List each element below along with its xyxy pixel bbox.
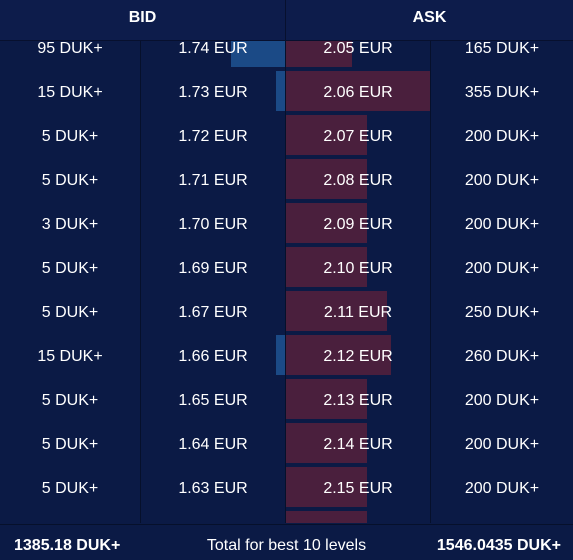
ask-quantity: 200 DUK+	[464, 480, 540, 497]
bid-price: 1.70 EUR	[178, 216, 248, 233]
order-level-row[interactable]: 5 DUK+ 1.64 EUR 2.14 EUR 200 DUK+	[0, 423, 573, 467]
bid-quantity: 5 DUK+	[41, 172, 99, 189]
ask-price	[286, 511, 430, 523]
ask-price: 2.13 EUR	[323, 392, 393, 409]
bid-quantity: 95 DUK+	[37, 41, 103, 57]
order-book-levels[interactable]: 95 DUK+ 1.74 EUR 2.05 EUR 165 DUK+ 15 DUK+ 1.…	[0, 41, 573, 523]
ask-price: 2.05 EUR	[323, 41, 393, 57]
bid-quantity: 5 DUK+	[41, 392, 99, 409]
bid-price: 1.74 EUR	[178, 41, 248, 57]
bid-price: 1.66 EUR	[178, 348, 248, 365]
order-level-row[interactable]: 3 DUK+ 1.70 EUR 2.09 EUR 200 DUK+	[0, 203, 573, 247]
ask-quantity: 200 DUK+	[464, 128, 540, 145]
order-level-row[interactable]: 5 DUK+ 1.69 EUR 2.10 EUR 200 DUK+	[0, 247, 573, 291]
ask-quantity: 200 DUK+	[464, 392, 540, 409]
bid-quantity: 15 DUK+	[37, 348, 103, 365]
bid-price: 1.67 EUR	[178, 304, 248, 321]
order-level-row[interactable]: 5 DUK+ 1.67 EUR 2.11 EUR 250 DUK+	[0, 291, 573, 335]
ask-price: 2.15 EUR	[323, 480, 393, 497]
ask-header: ASK	[412, 9, 447, 26]
ask-quantity: 165 DUK+	[464, 41, 540, 57]
ask-depth-bar	[286, 379, 367, 419]
ask-quantity: 355 DUK+	[464, 84, 540, 101]
column-divider	[140, 41, 141, 523]
column-divider	[285, 41, 286, 523]
totals-label: Total for best 10 levels	[206, 537, 367, 554]
ask-depth-bar	[286, 71, 430, 111]
ask-quantity: 200 DUK+	[464, 436, 540, 453]
order-level-row[interactable]: 5 DUK+ 1.71 EUR 2.08 EUR 200 DUK+	[0, 159, 573, 203]
bid-quantity: 5 DUK+	[41, 260, 99, 277]
order-level-row[interactable]: 5 DUK+ 1.63 EUR 2.15 EUR 200 DUK+	[0, 467, 573, 511]
bid-price: 1.63 EUR	[178, 480, 248, 497]
bid-quantity: 3 DUK+	[41, 216, 99, 233]
ask-quantity: 260 DUK+	[464, 348, 540, 365]
bid-depth-bar	[276, 335, 285, 375]
totals-footer: Total for best 10 levels 1385.18 DUK+ 15…	[0, 524, 573, 560]
bid-total: 1385.18 DUK+	[14, 537, 121, 554]
ask-depth-bar	[286, 511, 367, 523]
ask-price: 2.14 EUR	[323, 436, 393, 453]
ask-depth-bar	[286, 423, 367, 463]
order-level-row[interactable]: 5 DUK+ 1.72 EUR 2.07 EUR 200 DUK+	[0, 115, 573, 159]
ask-price: 2.09 EUR	[323, 216, 393, 233]
ask-quantity: 200 DUK+	[464, 172, 540, 189]
ask-price: 2.12 EUR	[323, 348, 393, 365]
bid-quantity: 5 DUK+	[41, 128, 99, 145]
ask-price: 2.07 EUR	[323, 128, 393, 145]
bid-depth-bar	[276, 71, 285, 111]
ask-quantity: 250 DUK+	[464, 304, 540, 321]
header-divider	[285, 0, 286, 40]
bid-quantity	[0, 511, 140, 523]
ask-depth-bar	[286, 467, 367, 507]
ask-price: 2.11 EUR	[323, 304, 393, 321]
ask-depth-bar	[286, 291, 387, 331]
order-level-row[interactable]: 15 DUK+ 1.73 EUR 2.06 EUR 355 DUK+	[0, 71, 573, 115]
ask-depth-bar	[286, 203, 367, 243]
bid-price: 1.64 EUR	[178, 436, 248, 453]
order-level-row[interactable]: 95 DUK+ 1.74 EUR 2.05 EUR 165 DUK+	[0, 41, 573, 71]
ask-depth-bar	[286, 159, 367, 199]
bid-quantity: 5 DUK+	[41, 480, 99, 497]
bid-quantity: 5 DUK+	[41, 436, 99, 453]
ask-depth-bar	[286, 247, 367, 287]
order-level-row[interactable]	[0, 511, 573, 523]
bid-quantity: 5 DUK+	[41, 304, 99, 321]
bid-price: 1.69 EUR	[178, 260, 248, 277]
bid-price: 1.72 EUR	[178, 128, 248, 145]
bid-price	[141, 511, 285, 523]
ask-depth-bar	[286, 115, 367, 155]
bid-quantity: 15 DUK+	[37, 84, 103, 101]
column-divider	[430, 41, 431, 523]
ask-quantity	[431, 511, 573, 523]
ask-price: 2.08 EUR	[323, 172, 393, 189]
ask-price: 2.10 EUR	[323, 260, 393, 277]
ask-depth-bar	[286, 335, 391, 375]
bid-depth-bar	[231, 41, 285, 67]
ask-price: 2.06 EUR	[323, 84, 393, 101]
ask-quantity: 200 DUK+	[464, 260, 540, 277]
bid-price: 1.73 EUR	[178, 84, 248, 101]
order-level-row[interactable]: 15 DUK+ 1.66 EUR 2.12 EUR 260 DUK+	[0, 335, 573, 379]
ask-total: 1546.0435 DUK+	[436, 537, 561, 554]
bid-price: 1.65 EUR	[178, 392, 248, 409]
ask-quantity: 200 DUK+	[464, 216, 540, 233]
bid-header: BID	[128, 9, 157, 26]
ask-depth-bar	[286, 41, 352, 67]
order-level-row[interactable]: 5 DUK+ 1.65 EUR 2.13 EUR 200 DUK+	[0, 379, 573, 423]
order-book-header: BID ASK	[0, 0, 573, 41]
bid-price: 1.71 EUR	[178, 172, 248, 189]
